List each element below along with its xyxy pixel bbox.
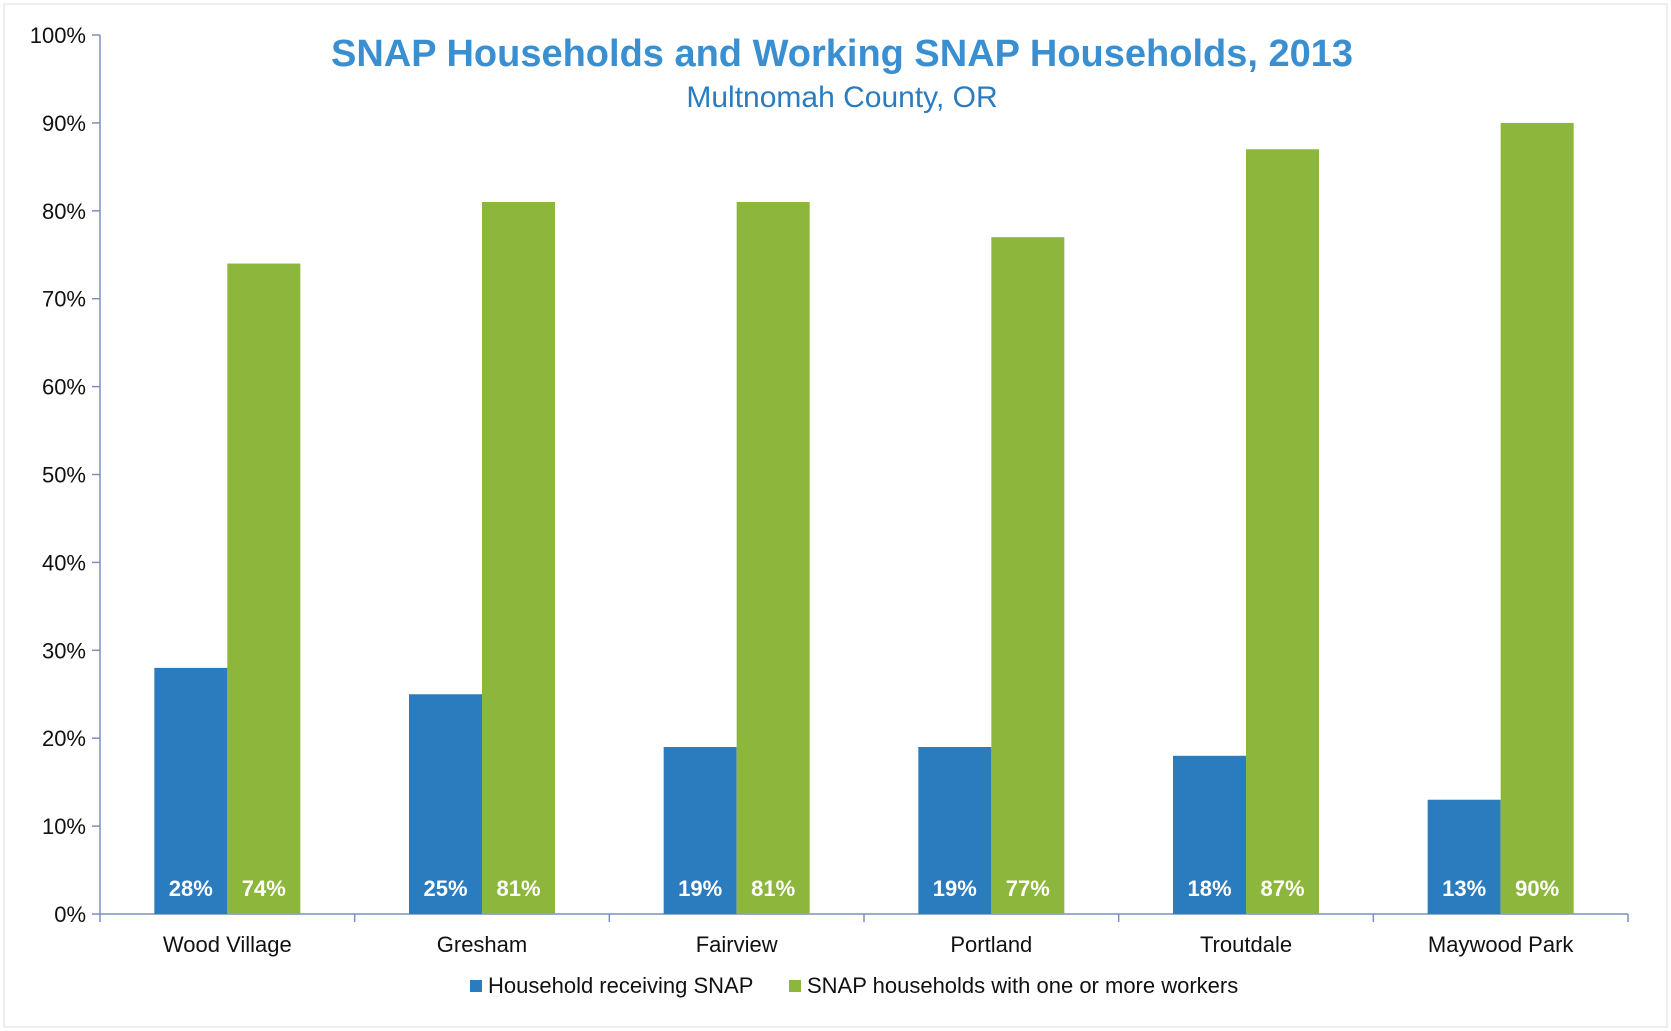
y-axis: 0% 10% 20% 30% 40% 50% 60% 70% 80% 90% 100% (30, 23, 101, 927)
x-tick-label: Portland (950, 932, 1032, 957)
legend: Household receiving SNAP SNAP households … (470, 973, 1238, 998)
y-tick-label: 80% (42, 199, 86, 224)
y-tick-label: 100% (30, 23, 86, 48)
bar-working-portland (991, 237, 1065, 915)
data-label: 18% (1187, 876, 1231, 901)
y-tick-label: 10% (42, 814, 86, 839)
x-axis: Wood Village Gresham Fairview Portland Trout… (99, 913, 1629, 957)
bars (154, 122, 1574, 915)
bar-snap-wood-village (154, 667, 228, 914)
bar-snap-portland (918, 746, 992, 914)
x-tick-label: Fairview (696, 932, 778, 957)
y-tick-label: 60% (42, 375, 86, 400)
bar-snap-troutdale (1173, 755, 1246, 914)
data-label: 77% (1006, 876, 1050, 901)
data-labels: 28% 25% 19% 19% 18% 13% 74% 81% 81% 77% 87% 90% (169, 876, 1559, 901)
bar-working-maywood-park (1500, 122, 1574, 914)
legend-swatch (470, 980, 482, 992)
y-tick-label: 90% (42, 111, 86, 136)
bar-working-fairview (736, 202, 810, 914)
bar-snap-fairview (663, 746, 737, 914)
legend-label: SNAP households with one or more workers (807, 973, 1238, 998)
bar-snap-maywood-park (1427, 799, 1501, 914)
data-label: 13% (1442, 876, 1486, 901)
y-tick-label: 50% (42, 463, 86, 488)
chart-subtitle: Multnomah County, OR (686, 81, 997, 114)
legend-swatch (789, 980, 801, 992)
y-tick-label: 40% (42, 550, 86, 575)
y-tick-label: 30% (42, 638, 86, 663)
x-tick-label: Wood Village (163, 932, 292, 957)
bar-working-wood-village (227, 263, 301, 914)
data-label: 81% (496, 876, 540, 901)
data-label: 19% (933, 876, 977, 901)
x-tick-label: Gresham (437, 932, 527, 957)
data-label: 87% (1260, 876, 1304, 901)
data-label: 90% (1515, 876, 1559, 901)
data-label: 74% (242, 876, 286, 901)
bar-working-troutdale (1246, 149, 1319, 914)
bar-snap-gresham (409, 694, 482, 914)
data-label: 28% (169, 876, 213, 901)
y-tick-label: 0% (54, 902, 86, 927)
data-label: 25% (423, 876, 467, 901)
legend-label: Household receiving SNAP (488, 973, 753, 998)
chart-title: SNAP Households and Working SNAP Househo… (331, 33, 1353, 75)
data-label: 19% (678, 876, 722, 901)
y-tick-label: 20% (42, 726, 86, 751)
bar-working-gresham (482, 202, 555, 914)
y-tick-label: 70% (42, 287, 86, 312)
x-tick-label: Troutdale (1200, 932, 1292, 957)
data-label: 81% (751, 876, 795, 901)
x-tick-label: Maywood Park (1428, 932, 1575, 957)
